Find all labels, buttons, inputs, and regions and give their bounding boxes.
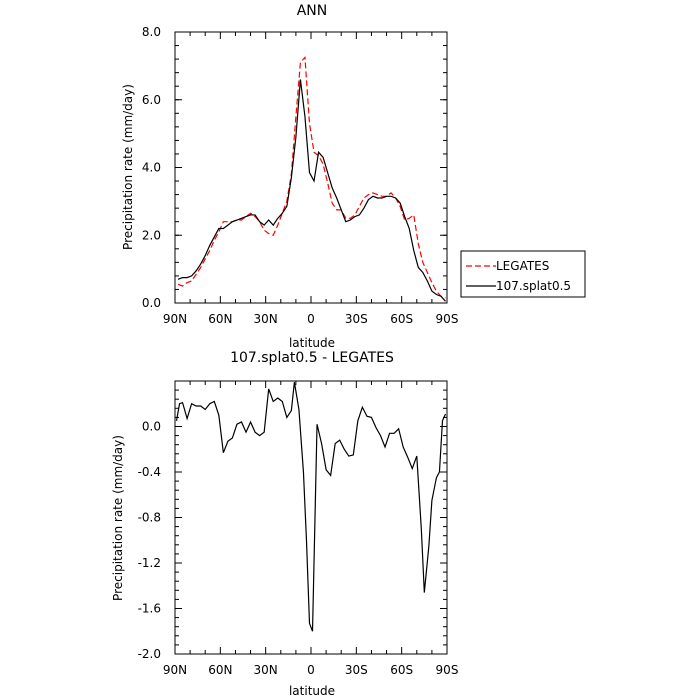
top-x-tick-label: 0 (307, 312, 315, 326)
top-y-tick-label: 6.0 (142, 93, 161, 107)
top-x-tick-label: 60N (208, 312, 232, 326)
top-chart-panel: ANN 90N 60N 30N 0 30S 60S 90S 0.0 2.0 4.0 6.0 8.0 l… (121, 3, 586, 350)
bottom-y-tick-label: -1.6 (138, 602, 161, 616)
top-series-line-1 (177, 79, 446, 302)
bottom-x-tick-label: 30S (345, 663, 368, 677)
bottom-chart-y-axis-title: Precipitation rate (mm/day) (111, 435, 125, 601)
legend-label-model: 107.splat0.5 (496, 279, 571, 293)
bottom-y-tick-label: 0.0 (142, 420, 161, 434)
top-x-tick-label: 90N (163, 312, 187, 326)
bottom-chart-ticks: 90N 60N 30N 0 30S 60S 90S -2.0 -1.6 -1.2 -0.8 -0.4 0… (138, 380, 459, 677)
top-chart-x-axis-title: latitude (289, 336, 335, 350)
bottom-y-tick-label: -1.2 (138, 556, 161, 570)
top-chart-title: ANN (297, 3, 328, 19)
top-x-tick-label: 60S (390, 312, 413, 326)
top-chart-series (177, 55, 446, 302)
bottom-chart-plot-border (174, 380, 448, 655)
bottom-y-tick-label: -2.0 (138, 647, 161, 661)
legend-label-legates: LEGATES (496, 259, 549, 273)
bottom-chart-panel: 107.splat0.5 - LEGATES 90N 60N 30N 0 30S 60S 9… (111, 350, 458, 698)
top-y-tick-label: 4.0 (142, 161, 161, 175)
bottom-series-line-0 (175, 382, 447, 632)
bottom-x-tick-label: 90N (163, 663, 187, 677)
bottom-chart-series (175, 382, 447, 632)
bottom-x-tick-label: 90S (436, 663, 459, 677)
bottom-y-tick-label: -0.4 (138, 465, 161, 479)
top-chart-y-axis-title: Precipitation rate (mm/day) (121, 84, 135, 250)
top-chart-ticks: 90N 60N 30N 0 30S 60S 90S 0.0 2.0 4.0 6.0 8.0 (142, 25, 459, 326)
top-chart-plot-border (174, 31, 448, 304)
top-series-line-0 (177, 55, 446, 299)
top-y-tick-label: 8.0 (142, 25, 161, 39)
bottom-x-tick-label: 30N (254, 663, 278, 677)
bottom-x-tick-label: 60N (208, 663, 232, 677)
bottom-x-tick-label: 60S (390, 663, 413, 677)
top-y-tick-label: 2.0 (142, 228, 161, 242)
top-y-tick-label: 0.0 (142, 296, 161, 310)
top-x-tick-label: 90S (436, 312, 459, 326)
top-x-tick-label: 30S (345, 312, 368, 326)
legend-box (460, 250, 586, 298)
bottom-chart-title: 107.splat0.5 - LEGATES (230, 350, 394, 366)
top-x-tick-label: 30N (254, 312, 278, 326)
bottom-chart-frame (174, 380, 448, 655)
bottom-y-tick-label: -0.8 (138, 511, 161, 525)
bottom-x-tick-label: 0 (307, 663, 315, 677)
bottom-chart-x-axis-title: latitude (289, 684, 335, 698)
top-chart-frame (174, 31, 448, 304)
legend: LEGATES 107.splat0.5 (460, 250, 586, 298)
